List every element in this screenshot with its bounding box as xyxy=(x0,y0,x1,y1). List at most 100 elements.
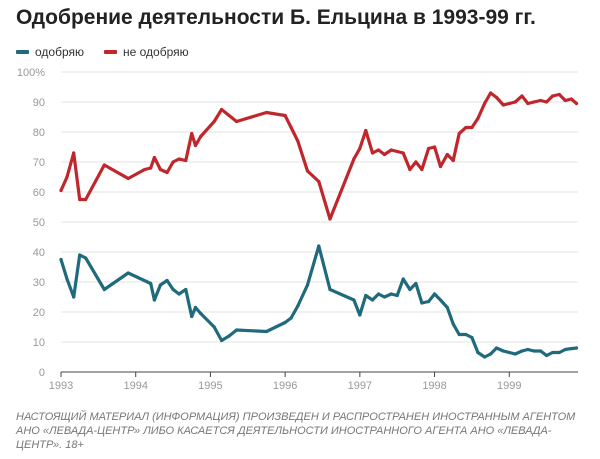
data-point-disapprove-65 xyxy=(574,101,579,106)
data-point-disapprove-41 xyxy=(426,146,431,151)
x-tick-label-1998: 1998 xyxy=(422,380,446,392)
data-point-approve-17 xyxy=(212,325,216,329)
foreign-agent-disclaimer: НАСТОЯЩИЙ МАТЕРИАЛ (ИНФОРМАЦИЯ) ПРОИЗВЕД… xyxy=(16,411,576,451)
data-point-approve-16 xyxy=(199,311,203,316)
data-point-disapprove-8 xyxy=(149,166,153,170)
data-point-disapprove-37 xyxy=(401,151,405,155)
data-point-approve-37 xyxy=(408,287,412,292)
data-point-approve-18 xyxy=(220,338,224,343)
data-point-approve-15 xyxy=(193,305,198,310)
data-point-approve-36 xyxy=(401,277,405,281)
legend-swatch-disapprove xyxy=(104,50,117,54)
data-point-disapprove-22 xyxy=(264,110,269,115)
data-point-disapprove-57 xyxy=(526,101,530,106)
data-point-approve-2 xyxy=(72,295,76,299)
data-point-disapprove-27 xyxy=(317,179,321,184)
data-point-disapprove-60 xyxy=(545,100,549,104)
data-point-approve-14 xyxy=(190,314,194,319)
data-point-approve-30 xyxy=(364,293,368,298)
data-point-approve-53 xyxy=(507,350,511,355)
data-point-disapprove-12 xyxy=(171,160,175,164)
data-point-approve-3 xyxy=(78,253,82,257)
data-point-disapprove-55 xyxy=(513,100,517,104)
y-tick-label-20: 20 xyxy=(33,307,45,319)
data-point-approve-42 xyxy=(438,298,443,302)
data-point-approve-12 xyxy=(177,292,181,296)
data-point-disapprove-53 xyxy=(501,103,505,107)
data-point-approve-61 xyxy=(557,350,561,355)
data-point-disapprove-61 xyxy=(550,94,555,98)
x-tick-label-1997: 1997 xyxy=(348,380,372,392)
data-point-disapprove-18 xyxy=(212,119,216,124)
x-tick-label-1999: 1999 xyxy=(497,380,521,392)
data-point-approve-64 xyxy=(574,346,579,350)
data-point-approve-43 xyxy=(445,305,449,310)
data-point-disapprove-0 xyxy=(59,188,63,193)
data-point-approve-38 xyxy=(414,281,418,286)
data-point-disapprove-46 xyxy=(457,131,461,136)
data-point-approve-6 xyxy=(126,271,130,275)
data-point-disapprove-31 xyxy=(364,128,368,133)
y-tick-label-40: 40 xyxy=(33,247,45,259)
x-tick-label-1994: 1994 xyxy=(123,380,147,392)
y-tick-label-70: 70 xyxy=(33,157,45,169)
data-point-approve-28 xyxy=(352,298,356,302)
legend: одобряю не одобряю xyxy=(16,44,209,60)
data-point-disapprove-24 xyxy=(289,125,293,130)
data-point-disapprove-54 xyxy=(507,101,511,106)
data-point-approve-63 xyxy=(569,347,573,351)
data-point-approve-57 xyxy=(532,349,536,353)
legend-swatch-approve xyxy=(16,50,29,54)
data-point-disapprove-62 xyxy=(557,92,561,97)
data-point-approve-21 xyxy=(264,329,269,334)
data-point-approve-44 xyxy=(451,322,455,326)
y-tick-label-80: 80 xyxy=(33,127,45,139)
data-point-approve-25 xyxy=(305,283,310,287)
data-point-disapprove-33 xyxy=(376,148,381,152)
series-line-disapprove xyxy=(59,91,579,221)
data-point-approve-52 xyxy=(501,349,505,353)
data-point-approve-33 xyxy=(382,295,387,299)
data-point-approve-5 xyxy=(102,287,106,292)
data-point-approve-29 xyxy=(358,313,362,317)
data-point-approve-22 xyxy=(283,320,287,325)
data-point-approve-45 xyxy=(457,332,461,337)
y-tick-label-30: 30 xyxy=(33,277,45,289)
data-point-disapprove-3 xyxy=(78,197,82,202)
data-point-disapprove-52 xyxy=(494,95,499,100)
data-point-approve-41 xyxy=(432,292,437,296)
data-point-approve-39 xyxy=(420,301,424,305)
data-point-approve-9 xyxy=(158,283,162,287)
data-point-approve-23 xyxy=(289,316,293,320)
data-point-disapprove-32 xyxy=(370,151,375,155)
data-point-disapprove-19 xyxy=(220,107,224,112)
data-point-approve-10 xyxy=(165,278,169,283)
data-point-disapprove-29 xyxy=(352,157,356,161)
data-point-disapprove-26 xyxy=(305,169,310,173)
data-point-disapprove-28 xyxy=(328,217,332,221)
x-tick-label-1993: 1993 xyxy=(49,380,73,392)
y-tick-label-50: 50 xyxy=(33,217,45,229)
data-point-disapprove-44 xyxy=(445,152,449,157)
data-point-disapprove-47 xyxy=(464,125,468,130)
data-point-approve-35 xyxy=(395,293,399,298)
legend-label-approve: одобряю xyxy=(35,45,84,59)
data-point-approve-54 xyxy=(513,352,517,356)
data-point-approve-58 xyxy=(539,349,543,353)
data-point-disapprove-4 xyxy=(84,197,88,202)
legend-label-disapprove: не одобряю xyxy=(123,45,189,59)
y-tick-label-100: 100% xyxy=(17,67,45,79)
data-point-approve-56 xyxy=(526,347,530,352)
data-point-approve-13 xyxy=(184,287,188,292)
series-line-approve xyxy=(59,244,579,359)
data-point-disapprove-21 xyxy=(234,119,239,124)
data-point-disapprove-20 xyxy=(227,113,231,118)
data-point-disapprove-2 xyxy=(72,151,76,155)
data-point-disapprove-45 xyxy=(451,158,455,163)
data-point-disapprove-64 xyxy=(569,97,573,101)
data-point-approve-62 xyxy=(563,347,567,352)
data-point-disapprove-48 xyxy=(470,125,474,130)
data-point-approve-1 xyxy=(65,277,69,281)
data-point-disapprove-25 xyxy=(296,139,300,143)
